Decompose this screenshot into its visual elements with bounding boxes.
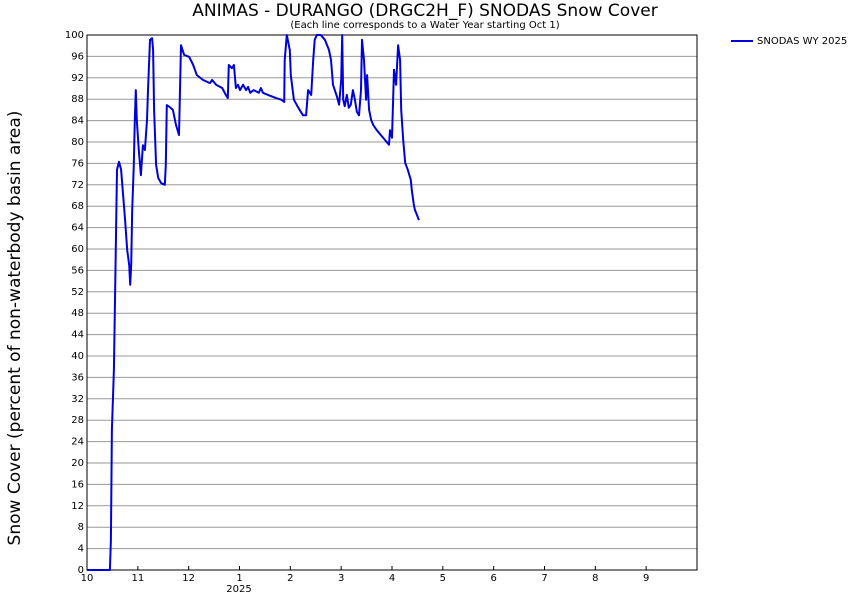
y-tick-label: 100 bbox=[65, 30, 84, 41]
y-tick-label: 20 bbox=[71, 458, 84, 469]
y-tick-label: 64 bbox=[71, 223, 84, 234]
y-tick-label: 52 bbox=[71, 287, 84, 298]
year-label: 2025 bbox=[226, 584, 251, 595]
x-tick-label: 10 bbox=[81, 573, 94, 584]
legend-label: SNODAS WY 2025 bbox=[757, 36, 847, 47]
y-tick-label: 48 bbox=[71, 308, 84, 319]
y-tick-label: 60 bbox=[71, 244, 84, 255]
x-tick-label: 4 bbox=[389, 573, 395, 584]
y-tick-label: 84 bbox=[71, 116, 84, 127]
y-tick-label: 44 bbox=[71, 330, 84, 341]
y-tick-label: 4 bbox=[78, 544, 84, 555]
x-tick-label: 11 bbox=[131, 573, 144, 584]
y-tick-label: 0 bbox=[78, 565, 84, 576]
x-tick-label: 3 bbox=[338, 573, 344, 584]
y-tick-label: 12 bbox=[71, 501, 84, 512]
chart-title: ANIMAS - DURANGO (DRGC2H_F) SNODAS Snow … bbox=[192, 1, 657, 21]
x-tick-label: 2 bbox=[287, 573, 293, 584]
y-tick-label: 92 bbox=[71, 73, 84, 84]
y-tick-label: 68 bbox=[71, 201, 84, 212]
x-tick-label: 8 bbox=[592, 573, 598, 584]
x-tick-label: 1 bbox=[236, 573, 242, 584]
y-tick-label: 28 bbox=[71, 415, 84, 426]
x-tick-label: 5 bbox=[440, 573, 446, 584]
y-tick-label: 32 bbox=[71, 394, 84, 405]
y-tick-label: 88 bbox=[71, 94, 84, 105]
y-tick-label: 80 bbox=[71, 137, 84, 148]
x-tick-label: 9 bbox=[643, 573, 649, 584]
y-tick-label: 36 bbox=[71, 372, 84, 383]
y-tick-label: 96 bbox=[71, 51, 84, 62]
x-tick-label: 12 bbox=[182, 573, 195, 584]
y-tick-label: 24 bbox=[71, 437, 84, 448]
y-tick-label: 76 bbox=[71, 158, 84, 169]
x-tick-label: 7 bbox=[541, 573, 547, 584]
y-tick-label: 8 bbox=[78, 522, 84, 533]
x-tick-label: 6 bbox=[490, 573, 496, 584]
y-tick-label: 56 bbox=[71, 265, 84, 276]
series-line bbox=[87, 34, 420, 571]
y-tick-label: 72 bbox=[71, 180, 84, 191]
plot-border bbox=[86, 34, 698, 571]
y-tick-label: 40 bbox=[71, 351, 84, 362]
chart-subtitle: (Each line corresponds to a Water Year s… bbox=[290, 20, 559, 31]
y-axis-label: Snow Cover (percent of non-waterbody bas… bbox=[5, 111, 25, 546]
y-tick-label: 16 bbox=[71, 479, 84, 490]
